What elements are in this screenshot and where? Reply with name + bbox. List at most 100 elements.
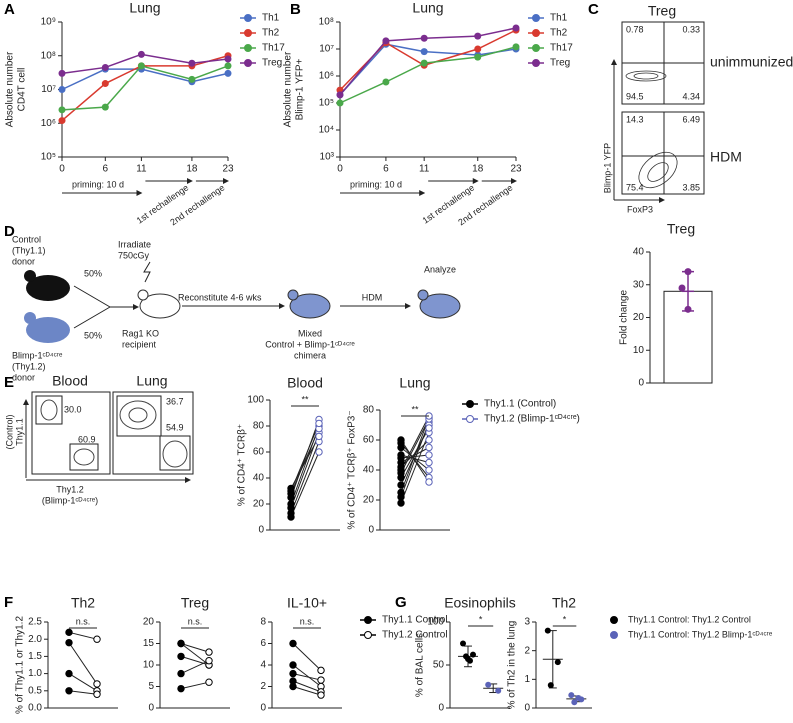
point — [397, 481, 405, 489]
point — [678, 284, 686, 292]
y-tick-label: 2 — [524, 645, 530, 656]
y-tick-label: 1.5 — [28, 651, 42, 662]
point — [58, 106, 66, 114]
panel-label: F — [4, 594, 13, 611]
panel-label: G — [395, 594, 407, 611]
point — [65, 638, 73, 647]
flow-title: Lung — [136, 373, 167, 389]
y-tick-label: 10⁹ — [41, 17, 56, 28]
point — [397, 488, 405, 497]
legend-marker — [532, 59, 540, 67]
flow-xlabel: (Blimp-1ᶜᴰ⁴ᶜʳᵉ) — [42, 495, 98, 505]
x-tick-label: 6 — [383, 164, 389, 175]
y-tick-label: 100 — [247, 395, 264, 406]
contour — [638, 151, 678, 189]
chart-title: Lung — [412, 0, 443, 16]
y-tick-label: 80 — [253, 421, 265, 432]
point — [188, 75, 196, 83]
schematic: Control (Thy1.1) donor Blimp-1ᶜᴰ⁴ᶜʳᵉ (Th… — [12, 234, 461, 382]
chart-title: Eosinophils — [444, 595, 516, 611]
donor-text: (Thy1.1) — [12, 245, 46, 255]
x-tick-label: 18 — [472, 164, 484, 175]
analyze-text: Analyze — [424, 264, 456, 274]
point — [554, 659, 561, 666]
contour — [128, 407, 148, 423]
point — [315, 448, 323, 456]
flow-xlabel: Thy1.2 — [56, 484, 84, 494]
point — [289, 661, 297, 669]
y-tick-label: 6 — [260, 638, 266, 649]
contour — [162, 440, 188, 468]
pair-line — [400, 439, 430, 483]
y-axis-label: % of Th2 in the lung — [507, 621, 518, 710]
point — [224, 69, 232, 77]
point — [684, 305, 692, 313]
point — [317, 691, 325, 699]
point — [205, 678, 213, 686]
y-tick-label: 15 — [143, 638, 155, 649]
pair-line — [68, 642, 98, 685]
donor-text: donor — [12, 256, 35, 266]
y-tick-label: 1.0 — [28, 668, 42, 679]
point — [287, 487, 295, 495]
point — [420, 34, 428, 42]
pair-line — [292, 643, 322, 671]
y-tick-label: 50 — [433, 660, 445, 671]
contour — [119, 400, 157, 430]
gate-value: 36.7 — [166, 396, 184, 406]
series-line — [339, 43, 517, 96]
legend-marker — [244, 44, 252, 52]
legend-marker — [364, 616, 372, 624]
point — [58, 69, 66, 77]
series-line — [61, 65, 229, 111]
pair-line — [180, 643, 210, 653]
point — [317, 666, 325, 675]
lightning-icon — [143, 261, 151, 283]
point — [287, 500, 295, 508]
chart-title: Lung — [129, 0, 160, 16]
y-tick-label: 20 — [253, 499, 265, 510]
x-tick-label: 11 — [136, 164, 147, 175]
y-tick-label: 10⁵ — [319, 98, 334, 109]
y-tick-label: 10⁴ — [319, 125, 334, 136]
point — [188, 59, 196, 67]
chart-title: Treg — [667, 221, 695, 237]
point — [425, 436, 433, 444]
pair-line — [68, 631, 98, 640]
significance: n.s. — [76, 616, 91, 626]
contour — [647, 162, 669, 182]
point — [425, 466, 433, 474]
quadrant-value: 4.34 — [682, 91, 700, 101]
flow-plot — [621, 111, 705, 195]
mouse-icon — [24, 270, 36, 282]
y-tick-label: 0 — [148, 703, 154, 714]
y-tick-label: 2.5 — [28, 617, 42, 628]
point — [512, 43, 520, 51]
point — [93, 680, 101, 688]
pair-line — [68, 690, 98, 695]
point — [65, 687, 73, 695]
split-text: 50% — [84, 268, 102, 278]
quadrant-value: 75.4 — [626, 182, 644, 192]
point — [495, 687, 502, 694]
y-tick-label: 4 — [260, 660, 266, 671]
quadrant-value: 0.78 — [626, 24, 644, 34]
point — [177, 684, 185, 693]
legend-label: Thy1.1 Control: Thy1.2 Control — [628, 614, 751, 624]
point — [425, 443, 433, 452]
chart-title: IL-10+ — [287, 595, 327, 611]
quadrant-value: 6.49 — [682, 114, 700, 124]
y-axis-label: Fold change — [619, 290, 630, 345]
point — [177, 652, 185, 661]
chart-title: Blood — [287, 375, 323, 391]
chart-title: Lung — [399, 375, 430, 391]
x-tick-label: 18 — [186, 164, 198, 175]
y-tick-label: 0.5 — [28, 685, 42, 696]
point — [420, 48, 428, 56]
point — [420, 59, 428, 67]
y-tick-label: 2.0 — [28, 634, 42, 645]
y-tick-label: 40 — [363, 465, 375, 476]
y-tick-label: 20 — [143, 617, 155, 628]
y-tick-label: 1 — [524, 674, 530, 685]
